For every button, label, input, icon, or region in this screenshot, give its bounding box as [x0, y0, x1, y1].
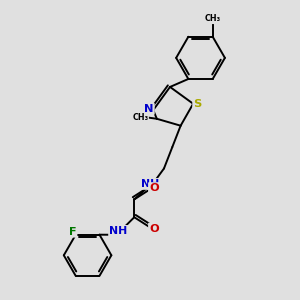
Text: O: O — [149, 224, 159, 233]
Text: S: S — [193, 99, 201, 109]
Text: NH: NH — [141, 179, 159, 189]
Text: NH: NH — [109, 226, 127, 236]
Text: CH₃: CH₃ — [132, 113, 148, 122]
Text: CH₃: CH₃ — [205, 14, 221, 23]
Text: O: O — [149, 183, 159, 193]
Text: N: N — [144, 104, 154, 114]
Text: F: F — [69, 227, 76, 237]
